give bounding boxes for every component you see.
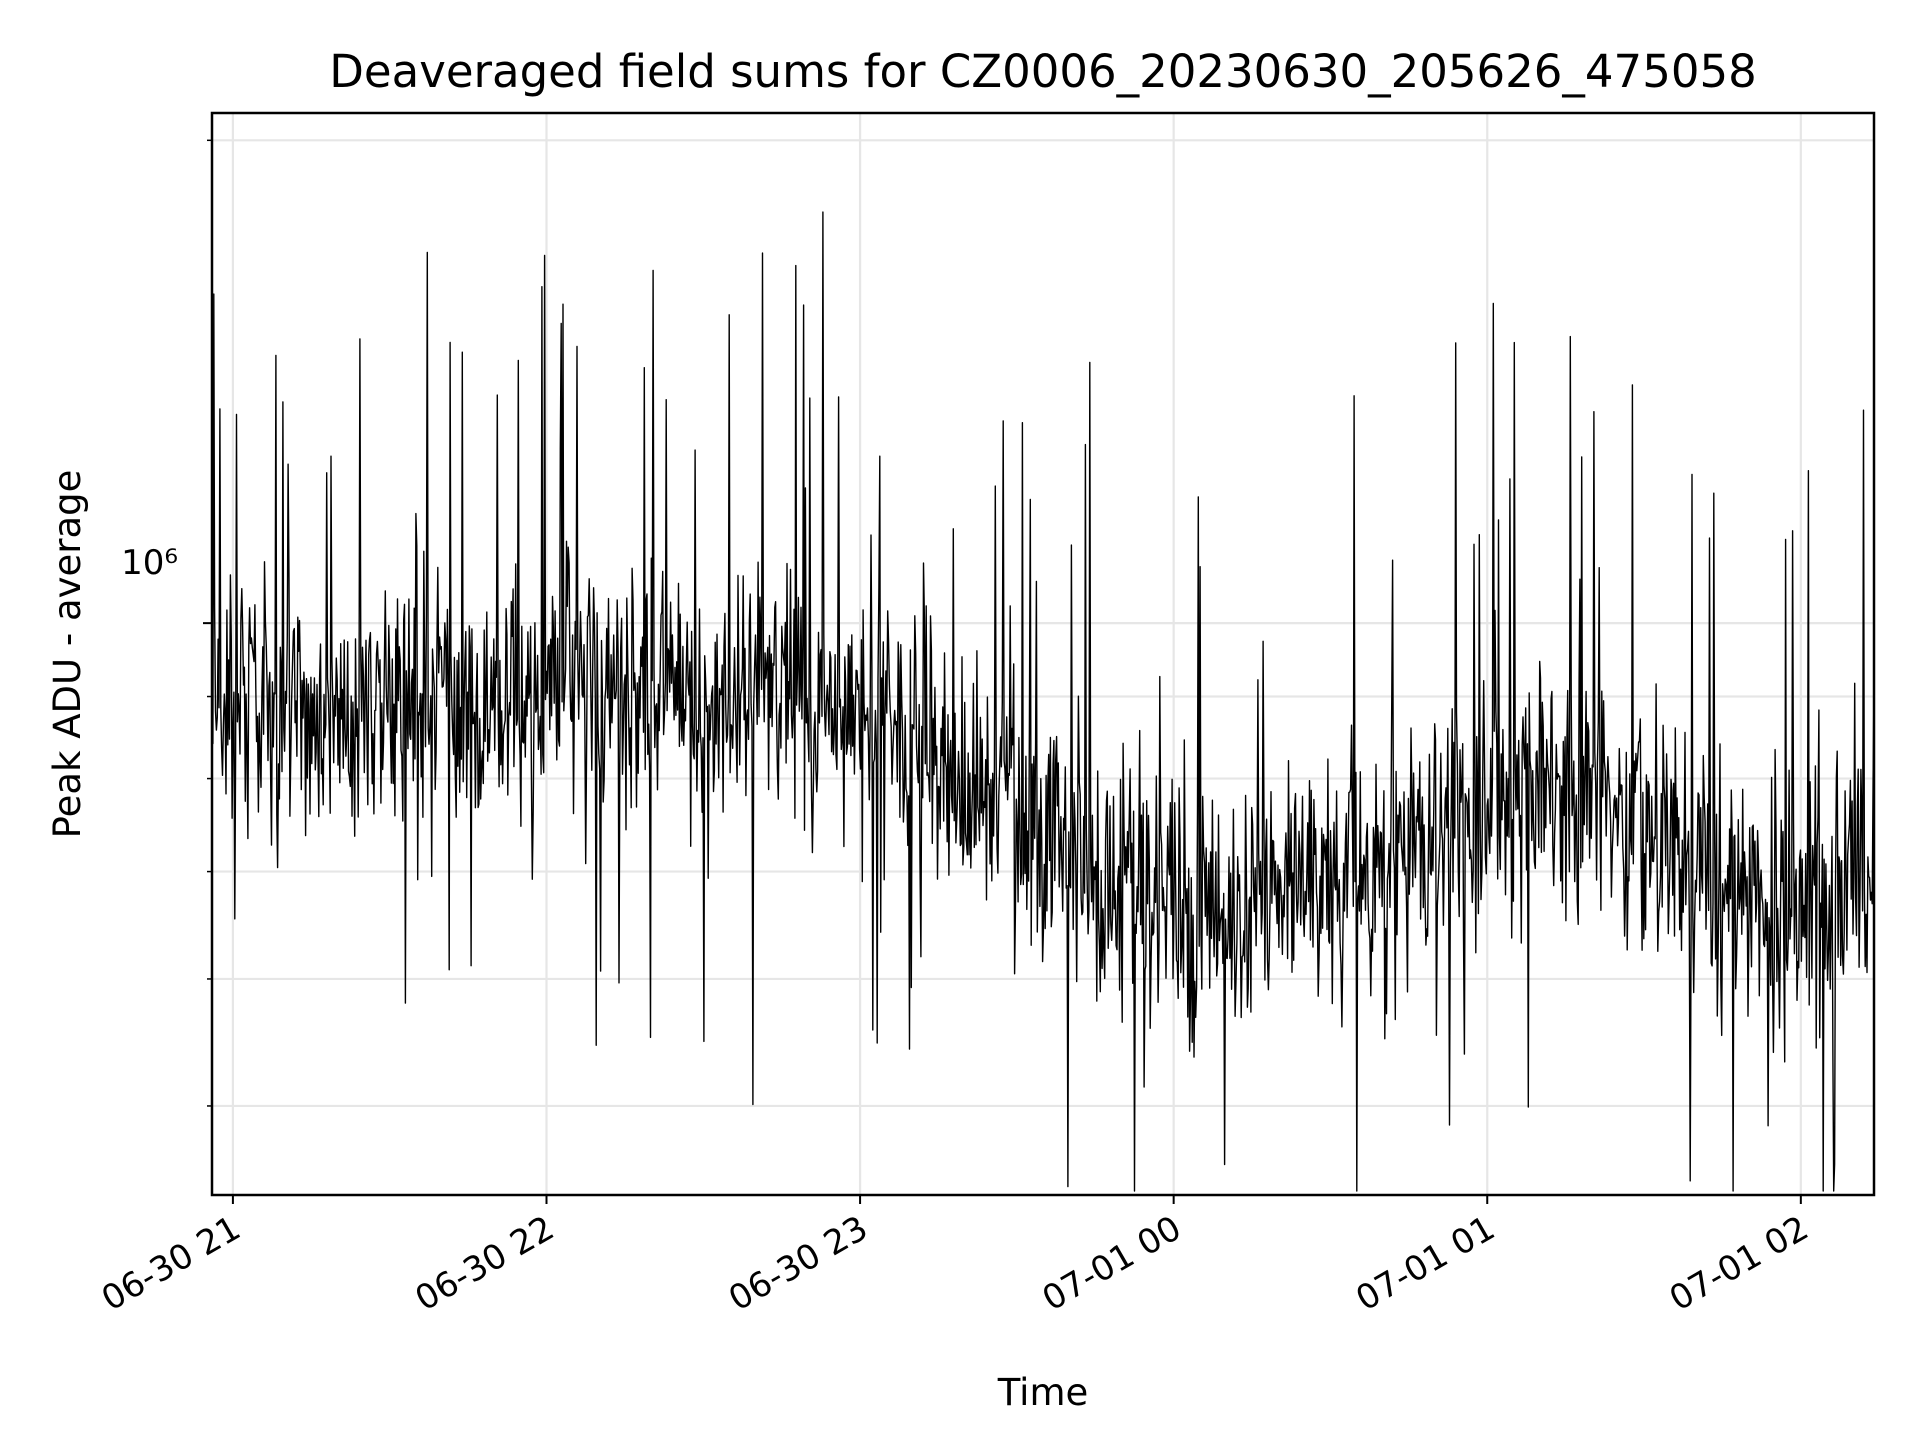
x-axis-label: Time bbox=[997, 1371, 1089, 1414]
grid-layer bbox=[212, 113, 1874, 1195]
chart-title: Deaveraged field sums for CZ0006_2023063… bbox=[329, 45, 1756, 98]
y-tick-label: 10⁶ bbox=[121, 543, 178, 583]
data-layer bbox=[211, 211, 1875, 1192]
y-axis-label: Peak ADU - average bbox=[46, 470, 89, 839]
series-line bbox=[211, 211, 1875, 1192]
plot-frame bbox=[210, 111, 1876, 1197]
